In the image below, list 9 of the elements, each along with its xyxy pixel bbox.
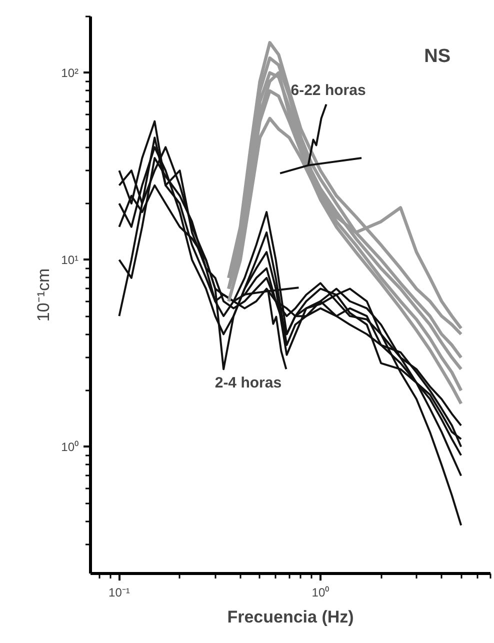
- y-axis-title: 10⁻¹cm: [34, 268, 54, 322]
- x-axis-title: Frecuencia (Hz): [227, 608, 354, 626]
- annotation: 2-4 horas: [214, 374, 282, 392]
- x-tick-label: 10⁻¹: [108, 586, 130, 600]
- y-tick-label: 10⁰: [61, 440, 79, 454]
- y-tick-label: 10¹: [61, 252, 79, 267]
- annotation: 6-22 horas: [290, 82, 366, 99]
- text: NS: [424, 46, 451, 67]
- y-tick-label: 10²: [61, 66, 79, 80]
